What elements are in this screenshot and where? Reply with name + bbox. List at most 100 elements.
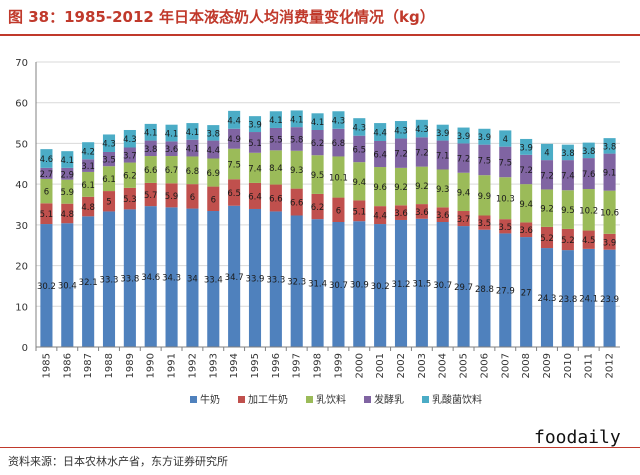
data-label: 9.9 <box>478 192 492 202</box>
data-label: 7.5 <box>227 160 241 170</box>
bar-segment <box>248 208 262 347</box>
legend-label: 牛奶 <box>200 393 220 406</box>
bar-segment <box>82 171 95 197</box>
x-tick-label: 1994 <box>229 353 240 378</box>
bar-segment <box>269 127 282 151</box>
data-label: 31.2 <box>392 280 411 290</box>
data-label: 3.5 <box>499 223 513 233</box>
data-label: 30.2 <box>37 282 56 292</box>
data-label: 33.3 <box>100 276 119 286</box>
bar-segment <box>478 144 491 176</box>
bar-segment <box>61 151 74 168</box>
bar-segment <box>582 189 595 231</box>
bar-segment <box>394 219 408 347</box>
data-label: 4.3 <box>353 123 367 133</box>
data-label: 3.6 <box>165 145 179 155</box>
data-label: 9.4 <box>457 188 471 198</box>
data-label: 34 <box>187 274 198 284</box>
bars <box>40 110 616 347</box>
data-label: 4.1 <box>61 156 75 166</box>
y-tick-label: 50 <box>15 139 28 150</box>
bar-segment <box>123 162 136 188</box>
data-label: 4 <box>503 135 508 145</box>
data-label: 6 <box>44 188 49 198</box>
bar-segment <box>228 148 241 180</box>
y-tick-label: 0 <box>22 343 28 354</box>
bar-segment <box>144 156 157 183</box>
legend-label: 乳饮料 <box>316 393 346 406</box>
bar-segment <box>123 147 136 163</box>
x-tick-label: 2005 <box>459 353 470 378</box>
bar-segment <box>269 211 282 347</box>
data-label: 34.6 <box>141 273 160 283</box>
data-label: 6 <box>190 193 195 203</box>
bar-segment <box>353 221 366 347</box>
bar-segment <box>290 188 303 216</box>
data-label: 24.3 <box>538 294 557 304</box>
data-label: 32.3 <box>287 278 306 288</box>
bar-segment <box>457 226 470 347</box>
bar-segment <box>520 138 533 155</box>
bar-segment <box>186 139 199 157</box>
data-label: 4.8 <box>81 203 95 213</box>
data-label: 6.6 <box>290 199 304 209</box>
x-tick-label: 2011 <box>584 353 595 378</box>
data-label: 3.6 <box>415 208 429 218</box>
bar-segment <box>186 184 199 209</box>
source-note: 资料来源：日本农林水产省，东方证券研究所 <box>8 455 228 468</box>
title-divider <box>0 34 640 36</box>
data-label: 4.3 <box>415 125 429 135</box>
x-tick-label: 2012 <box>605 353 616 378</box>
data-label: 30.9 <box>350 281 369 291</box>
x-tick-label: 2008 <box>521 353 532 378</box>
bar-segment <box>290 110 303 128</box>
legend-label: 乳酸菌饮料 <box>432 393 482 406</box>
data-label: 9.4 <box>519 200 533 210</box>
x-tick-label: 1998 <box>313 353 324 378</box>
x-tick-label: 1996 <box>271 353 282 378</box>
data-label: 30.4 <box>58 282 77 292</box>
bar-segment <box>40 149 53 168</box>
data-label: 5.9 <box>165 192 179 202</box>
y-tick-label: 40 <box>15 180 28 191</box>
data-label: 4.1 <box>144 129 158 139</box>
bar-segment <box>40 203 53 225</box>
bar-segment <box>165 207 178 347</box>
bar-segment <box>207 158 220 187</box>
bar-segment <box>415 137 428 167</box>
data-label: 4.3 <box>102 140 116 150</box>
data-label: 3.5 <box>478 219 492 229</box>
data-label: 5.3 <box>123 195 137 205</box>
bar-segment <box>123 187 136 210</box>
bar-segment <box>561 144 574 161</box>
bar-segment <box>248 132 262 153</box>
bar-segment <box>353 118 366 136</box>
data-label: 4.4 <box>207 146 221 156</box>
data-label: 9.5 <box>311 171 325 181</box>
bar-segment <box>520 237 533 347</box>
bar-segment <box>228 179 241 206</box>
bar-segment <box>82 196 95 217</box>
bar-segment <box>561 228 574 251</box>
bar-segment <box>165 124 178 142</box>
bar-segment <box>165 141 178 157</box>
data-label: 5.8 <box>290 135 304 145</box>
bar-segment <box>102 151 116 167</box>
data-label: 5.9 <box>61 188 75 198</box>
bar-segment <box>457 143 470 173</box>
data-label: 4.1 <box>311 118 325 128</box>
data-label: 7.2 <box>540 171 554 181</box>
data-label: 10.3 <box>496 195 515 205</box>
bar-segment <box>540 160 554 190</box>
data-label: 3.9 <box>519 143 533 153</box>
bar-segment <box>520 154 533 185</box>
bar-segment <box>311 129 324 156</box>
data-label: 3.8 <box>144 145 158 155</box>
bar-segment <box>228 110 241 129</box>
bar-segment <box>207 186 220 212</box>
data-label: 10.1 <box>329 174 348 184</box>
data-label: 6.8 <box>332 139 346 149</box>
bar-segment <box>290 150 303 189</box>
bar-segment <box>123 129 136 148</box>
bar-segment <box>394 167 408 206</box>
